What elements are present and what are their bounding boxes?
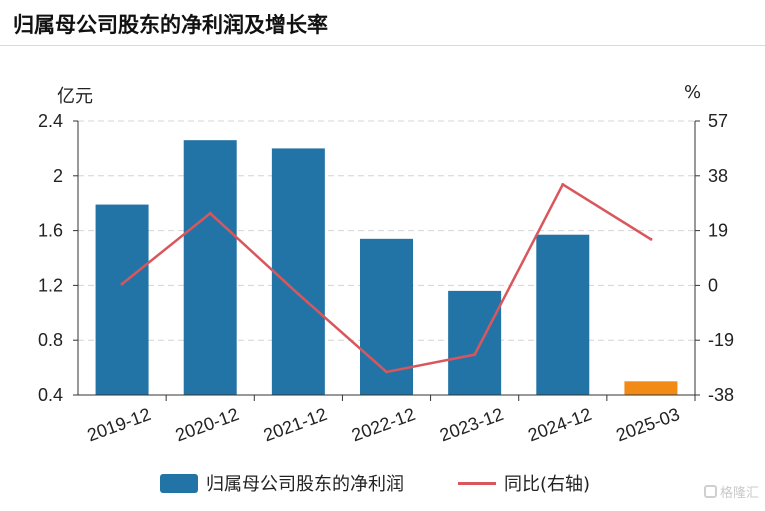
bar — [536, 234, 590, 395]
left-tick-label: 0.4 — [38, 385, 63, 405]
chart-plot: 0.4 0.8 1.2 1.6 2 2.4 -38 -19 0 19 38 57 2019-12 2020… — [38, 111, 734, 445]
watermark-logo-icon — [703, 485, 717, 498]
legend-item-bar[interactable]: 归属母公司股东的净利润 — [160, 470, 404, 496]
right-tick-label: 19 — [708, 221, 728, 241]
right-tick-label: 38 — [708, 166, 728, 186]
right-tick-label: -19 — [708, 330, 734, 350]
yoy-point — [649, 237, 653, 241]
chart-title: 归属母公司股东的净利润及增长率 — [13, 13, 328, 37]
x-tick-label: 2019-12 — [85, 404, 154, 445]
x-tick-label: 2020-12 — [173, 404, 242, 445]
left-tick-label: 2.4 — [38, 111, 63, 131]
right-tick-label: 57 — [708, 111, 728, 131]
chart-legend: 归属母公司股东的净利润 同比(右轴) — [0, 470, 765, 498]
yoy-point — [385, 370, 388, 374]
yoy-point — [561, 182, 565, 186]
legend-item-line[interactable]: 同比(右轴) — [458, 470, 590, 496]
bar — [448, 290, 502, 395]
bar — [95, 204, 149, 395]
right-axis-unit: % — [684, 82, 702, 103]
legend-swatch-bar — [160, 473, 198, 493]
right-tick-label: 0 — [708, 275, 718, 295]
left-axis-unit: 亿元 — [57, 86, 93, 107]
left-tick-label: 1.6 — [38, 221, 63, 241]
yoy-point — [296, 292, 300, 296]
watermark-text: 格隆汇 — [719, 486, 759, 501]
legend-swatch-line — [458, 481, 496, 485]
x-tick-label: 2021-12 — [261, 404, 330, 445]
yoy-point — [208, 211, 212, 215]
yoy-point — [120, 282, 124, 286]
left-tick-label: 1.2 — [38, 275, 63, 295]
legend-label-line: 同比(右轴) — [504, 474, 591, 495]
x-tick-label: 2024-12 — [525, 404, 594, 445]
x-tick-label: 2022-12 — [349, 404, 418, 445]
bar — [271, 148, 325, 395]
left-tick-label: 0.8 — [38, 330, 63, 350]
bar — [624, 381, 678, 395]
bar — [183, 140, 237, 395]
yoy-point — [473, 353, 477, 357]
watermark: 格隆汇 — [703, 482, 759, 501]
legend-label-bar: 归属母公司股东的净利润 — [206, 474, 404, 495]
header-bar: 归属母公司股东的净利润及增长率 — [0, 0, 765, 46]
x-tick-label: 2023-12 — [437, 404, 506, 445]
left-tick-label: 2 — [53, 166, 63, 186]
right-tick-label: -38 — [708, 385, 734, 405]
x-tick-label: 2025-03 — [613, 404, 682, 445]
